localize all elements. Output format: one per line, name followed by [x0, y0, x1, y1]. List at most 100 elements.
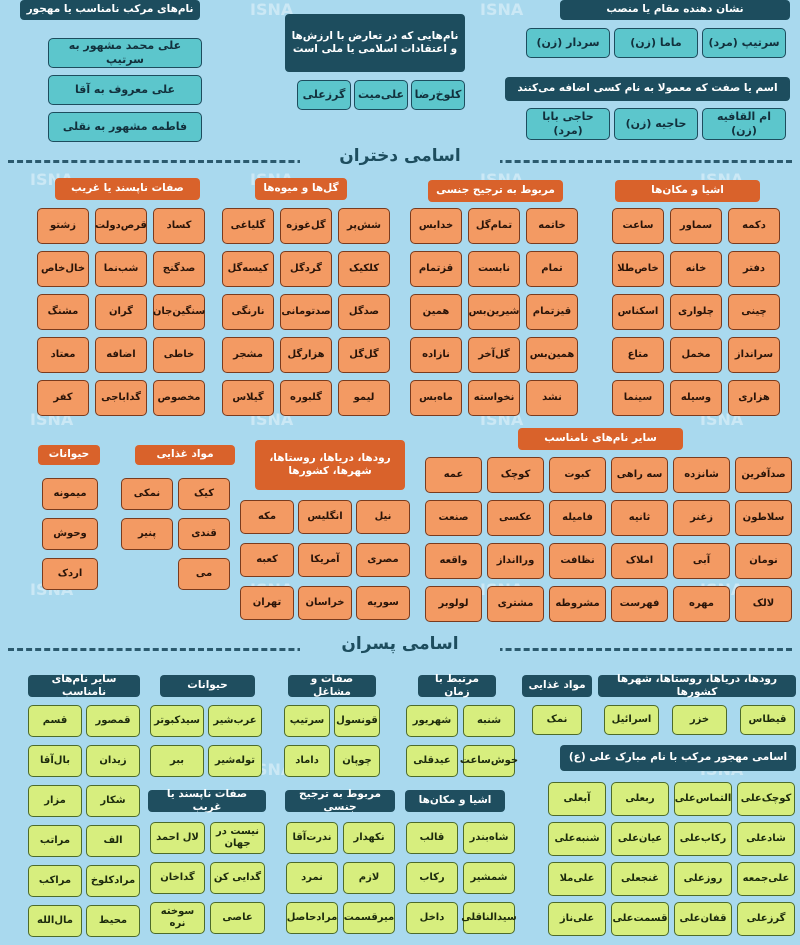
name-item: حاجیه (زن): [614, 108, 698, 140]
name-item: نیست در جهان: [210, 822, 265, 854]
name-item: عیان‌علی: [611, 822, 669, 856]
section-heading: اسامی پسران: [300, 634, 500, 654]
watermark: ISNA: [250, 0, 294, 19]
name-item: ماه‌بس: [410, 380, 462, 416]
name-item: شیرین‌بس: [468, 294, 520, 330]
name-item: عمه: [425, 457, 482, 493]
name-item: سینما: [612, 380, 664, 416]
name-item: مهره: [673, 586, 730, 622]
name-item: سلاطون: [735, 500, 792, 536]
group-title: صفات ناپسند یا غریب: [148, 788, 266, 813]
name-item: مشروطه: [549, 586, 606, 622]
name-item: آبعلی: [548, 782, 606, 816]
group-title: نشان دهنده مقام یا منصب: [560, 0, 790, 20]
name-item: قالب: [406, 822, 458, 854]
name-item: شانزده: [673, 457, 730, 493]
name-item: املاک: [611, 543, 668, 579]
name-item: گران: [95, 294, 147, 330]
name-item: کیسه‌گل: [222, 251, 274, 287]
group-title: سایر نام‌های نامناسب: [28, 673, 140, 698]
name-item: ببر: [150, 745, 204, 777]
group-title: صفات ناپسند یا غریب: [55, 178, 200, 200]
name-item: انگلیس: [298, 500, 352, 534]
name-item: سرتیپ (مرد): [702, 28, 786, 58]
name-item: صدتومانی: [280, 294, 332, 330]
name-item: لالک: [735, 586, 792, 622]
name-item: وراانداز: [487, 543, 544, 579]
name-item: مکه: [240, 500, 294, 534]
name-item: سماور: [670, 208, 722, 244]
name-item: میرقسمت: [343, 902, 395, 934]
name-item: حاجی بابا (مرد): [526, 108, 610, 140]
group-title: اسامی مهجور مرکب با نام مبارک علی (ع): [560, 745, 796, 771]
name-item: زیدان: [86, 745, 140, 777]
group-title: حیوانات: [38, 445, 100, 465]
name-item: گداباجی: [95, 380, 147, 416]
name-item: نمرد: [286, 862, 338, 894]
name-item: کلکیک: [338, 251, 390, 287]
name-item: داخل: [406, 902, 458, 934]
group-title: اشیا و مکان‌ها: [615, 180, 760, 202]
name-item: گدایی کن: [210, 862, 265, 894]
name-item: عیدقلی: [406, 745, 458, 777]
name-item: ام القافیه (زن): [702, 108, 786, 140]
group-title: رودها، دریاها، روستاها، شهرها، کشورها: [255, 440, 405, 490]
name-item: کعبه: [240, 543, 294, 577]
name-item: لازم: [343, 862, 395, 894]
name-item: شکار: [86, 785, 140, 817]
group-title: رودها، دریاها، روستاها، شهرها کشورها: [598, 673, 796, 698]
name-item: دکمه: [728, 208, 780, 244]
name-item: ثانیه: [611, 500, 668, 536]
name-item: مشجر: [222, 337, 274, 373]
name-item: آمریکا: [298, 543, 352, 577]
name-item: روزعلی: [674, 862, 732, 896]
name-item: مرادحاصل: [286, 902, 338, 934]
name-item: مشنگ: [37, 294, 89, 330]
name-item: گلیاغی: [222, 208, 274, 244]
group-title: اشیا و مکان‌ها: [405, 790, 505, 812]
name-item: اسرائیل: [604, 705, 659, 735]
name-item: بال‌آقا: [28, 745, 82, 777]
name-item: کلوخ‌رضا: [411, 80, 465, 110]
name-item: چینی: [728, 294, 780, 330]
name-item: عکسی: [487, 500, 544, 536]
group-title: مواد غذایی: [522, 675, 592, 697]
name-item: می: [178, 558, 230, 590]
name-item: ساعت: [612, 208, 664, 244]
name-item: ندرت‌آقا: [286, 822, 338, 854]
name-item: رکاب: [406, 862, 458, 894]
name-item: شادعلی: [737, 822, 795, 856]
name-item: مشتری: [487, 586, 544, 622]
name-item: سنگین‌جان: [153, 294, 205, 330]
name-item: شب‌نما: [95, 251, 147, 287]
name-item: سوخته نره: [150, 902, 205, 934]
name-item: خزر: [672, 705, 727, 735]
name-item: عرب‌شیر: [208, 705, 262, 737]
name-item: نشد: [526, 380, 578, 416]
name-item: فهرست: [611, 586, 668, 622]
name-item: صدگل: [338, 294, 390, 330]
name-item: گل‌آخر: [468, 337, 520, 373]
name-item: علی‌جمعه: [737, 862, 795, 896]
name-item: خال‌خاص: [37, 251, 89, 287]
name-item: اسکناس: [612, 294, 664, 330]
name-item: قسمت‌علی: [611, 902, 669, 936]
name-item: وحوش: [42, 518, 98, 550]
name-item: معتاد: [37, 337, 89, 373]
name-item: نخواسته: [468, 380, 520, 416]
name-item: کساد: [153, 208, 205, 244]
name-item: رکاب‌علی: [674, 822, 732, 856]
section-heading: اسامی دختران: [300, 146, 500, 166]
name-item: واقعه: [425, 543, 482, 579]
name-item: وسیله: [670, 380, 722, 416]
name-item: نارنگی: [222, 294, 274, 330]
name-item: مصری: [356, 543, 410, 577]
group-title: مربوط به ترجیح جنسی: [285, 788, 395, 813]
name-item: علی‌ناز: [548, 902, 606, 936]
name-item: علی محمد مشهور به سرتیپ: [48, 38, 202, 68]
name-item: صنعت: [425, 500, 482, 536]
name-item: نمک: [532, 705, 582, 735]
name-item: متاع: [612, 337, 664, 373]
group-title: مواد غذایی: [135, 445, 235, 465]
